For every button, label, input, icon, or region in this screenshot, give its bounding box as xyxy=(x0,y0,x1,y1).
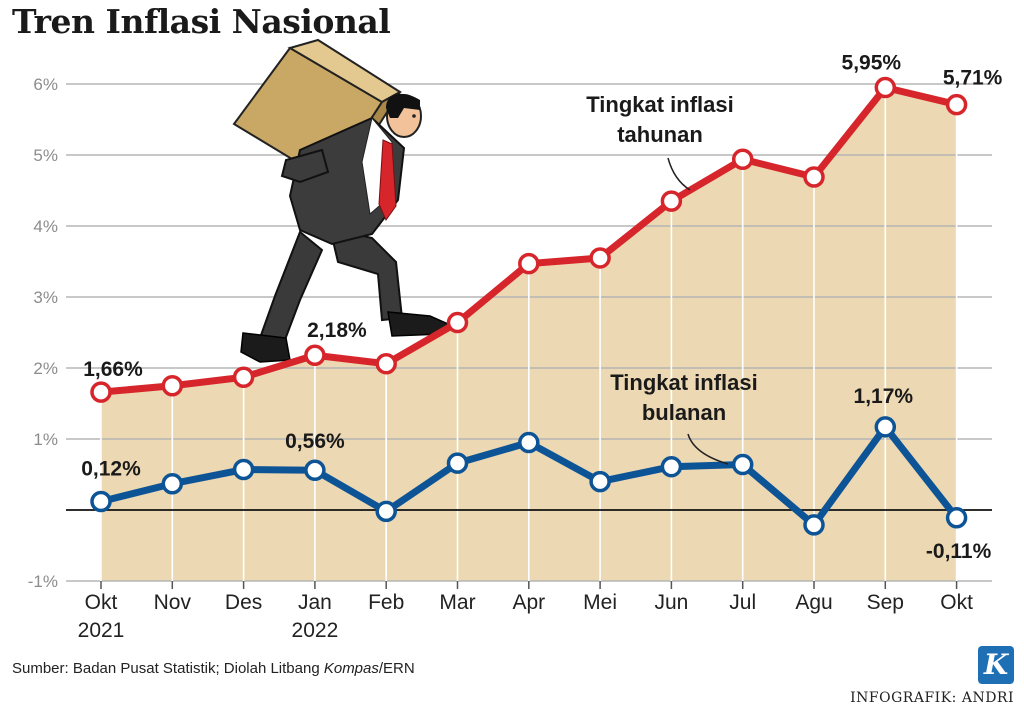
y-tick-label: 6% xyxy=(33,75,58,94)
annual-point xyxy=(161,375,184,397)
monthly-point xyxy=(304,459,326,481)
y-tick-label: 5% xyxy=(33,146,58,165)
source-prefix: Sumber: Badan Pusat Statistik; Diolah Li… xyxy=(12,660,324,677)
kompas-logo-icon: K xyxy=(978,646,1014,684)
source-note: Sumber: Badan Pusat Statistik; Diolah Li… xyxy=(12,660,415,677)
monthly-series-label: bulanan xyxy=(642,400,726,425)
y-tick-label: 2% xyxy=(33,359,58,378)
annual-point xyxy=(660,190,683,212)
annual-point xyxy=(232,366,255,388)
monthly-point xyxy=(874,416,897,438)
data-labels: 1,66% 2,18% 5,95% 5,71% 0,12% 0,56% 1,17% -0,11… xyxy=(81,52,1002,563)
x-tick-label: Okt xyxy=(940,591,973,614)
annual-point xyxy=(446,311,469,334)
annual-data-label: 5,71% xyxy=(943,67,1003,90)
x-tick-label: Apr xyxy=(512,591,545,614)
monthly-series-label: Tingkat inflasi xyxy=(610,370,758,395)
monthly-point xyxy=(161,472,184,495)
annual-point xyxy=(803,166,825,188)
y-tick-label: 1% xyxy=(33,430,58,449)
x-tick-label: Mar xyxy=(439,591,475,614)
source-suffix: /ERN xyxy=(378,660,415,677)
monthly-point xyxy=(90,490,112,513)
monthly-point xyxy=(731,453,754,476)
x-tick-label: Agu xyxy=(795,591,832,614)
infographic-credit: INFOGRAFIK: ANDRI xyxy=(850,690,1014,706)
x-tick-label: Nov xyxy=(154,591,192,614)
monthly-point xyxy=(660,455,683,478)
annual-data-label: 1,66% xyxy=(83,358,143,381)
y-tick-label: 4% xyxy=(33,217,58,236)
annual-data-label: 2,18% xyxy=(307,319,367,342)
x-tick-label: Des xyxy=(225,591,262,614)
series-label-leader xyxy=(667,157,691,191)
annual-point xyxy=(518,252,540,275)
monthly-point xyxy=(803,514,825,536)
monthly-data-label: -0,11% xyxy=(926,540,992,563)
x-tick-label: Mei xyxy=(583,591,617,614)
x-tick-label: 2022 xyxy=(292,619,339,642)
gridlines xyxy=(66,83,992,582)
x-tick-label: Feb xyxy=(368,591,404,614)
monthly-point xyxy=(446,452,469,474)
x-tick-label: 2021 xyxy=(78,619,125,642)
monthly-point xyxy=(589,470,611,493)
monthly-data-label: 1,17% xyxy=(854,385,914,408)
y-tick-label: 3% xyxy=(33,288,58,307)
annual-series-label: tahunan xyxy=(617,122,703,147)
annual-point xyxy=(589,247,611,269)
annual-data-label: 5,95% xyxy=(842,52,902,75)
monthly-point xyxy=(518,431,540,454)
x-tick-label: Sep xyxy=(867,591,904,614)
x-tick-label: Okt xyxy=(85,591,118,614)
monthly-point xyxy=(375,500,397,523)
chart-title: Tren Inflasi Nasional xyxy=(12,2,391,41)
series-points xyxy=(90,76,968,536)
annual-point xyxy=(304,344,326,366)
series-labels: Tingkat inflasi tahunan Tingkat inflasi bul… xyxy=(586,92,758,465)
annual-point xyxy=(731,148,754,171)
y-tick-label: -1% xyxy=(28,572,58,591)
x-axis-ticks: Okt 2021 Nov Des Jan 2022 Feb Mar Apr Mei Jun Jul Ag… xyxy=(78,591,973,642)
x-tick-label: Jan xyxy=(298,591,332,614)
x-tick-label: Jul xyxy=(729,591,756,614)
annual-point xyxy=(90,381,112,403)
annual-series-label: Tingkat inflasi xyxy=(586,92,734,117)
monthly-point xyxy=(945,507,968,529)
inflation-chart: -1% 1% 2% 3% 4% 5% 6% Okt 2021 Nov Des Jan 2022 Feb M… xyxy=(28,38,1003,642)
businessman-carrying-box-illustration xyxy=(232,38,450,363)
monthly-data-label: 0,12% xyxy=(81,457,141,480)
annual-point xyxy=(375,352,397,375)
monthly-data-label: 0,56% xyxy=(285,430,345,453)
series-label-leader xyxy=(687,433,729,465)
annual-point xyxy=(945,93,968,116)
annual-point xyxy=(874,76,897,99)
monthly-point xyxy=(232,458,255,481)
y-axis-ticks: -1% 1% 2% 3% 4% 5% 6% xyxy=(28,75,58,591)
x-tick-label: Jun xyxy=(654,591,688,614)
source-publication: Kompas xyxy=(323,660,379,677)
